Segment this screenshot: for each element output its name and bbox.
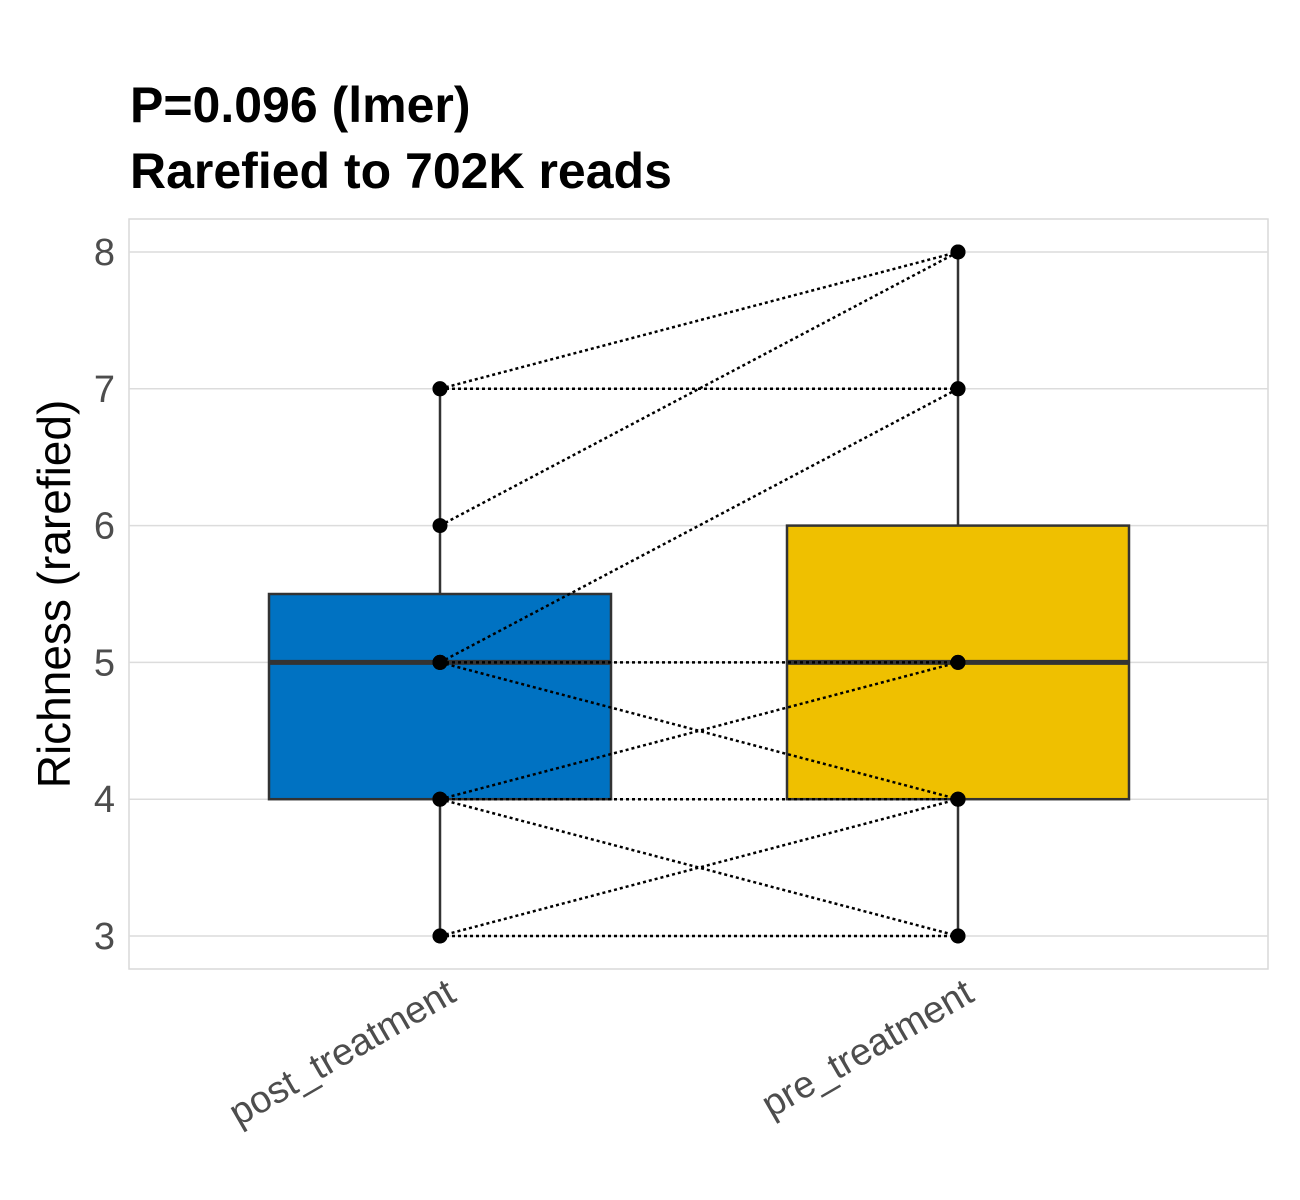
data-point <box>432 654 448 670</box>
paired-line <box>439 797 959 938</box>
y-tick-label: 5 <box>94 642 115 684</box>
data-point <box>432 381 448 397</box>
paired-line <box>439 387 959 664</box>
paired-line <box>439 661 959 801</box>
panel-border <box>128 218 1269 970</box>
data-point <box>950 244 966 260</box>
x-tick-label: pre_treatment <box>755 971 981 1126</box>
chart-title-line-1: P=0.096 (lmer) <box>130 77 471 133</box>
box-post_treatment <box>267 592 613 801</box>
chart-title-line-2: Rarefied to 702K reads <box>130 143 672 199</box>
data-point <box>950 928 966 944</box>
paired-line <box>439 797 959 938</box>
x-tick-label: post_treatment <box>222 971 463 1134</box>
paired-line <box>439 661 959 801</box>
y-tick-label: 7 <box>94 369 115 411</box>
y-tick-label: 6 <box>94 506 115 548</box>
data-point <box>432 928 448 944</box>
y-tick-label: 3 <box>94 916 115 958</box>
data-point <box>950 381 966 397</box>
y-axis-label: Richness (rarefied) <box>28 400 80 789</box>
data-point <box>432 518 448 534</box>
data-point <box>432 791 448 807</box>
y-tick-label: 4 <box>94 779 115 821</box>
data-point <box>950 654 966 670</box>
data-point <box>950 791 966 807</box>
y-tick-label: 8 <box>94 232 115 274</box>
paired-line <box>439 250 959 391</box>
paired-line <box>439 250 959 527</box>
